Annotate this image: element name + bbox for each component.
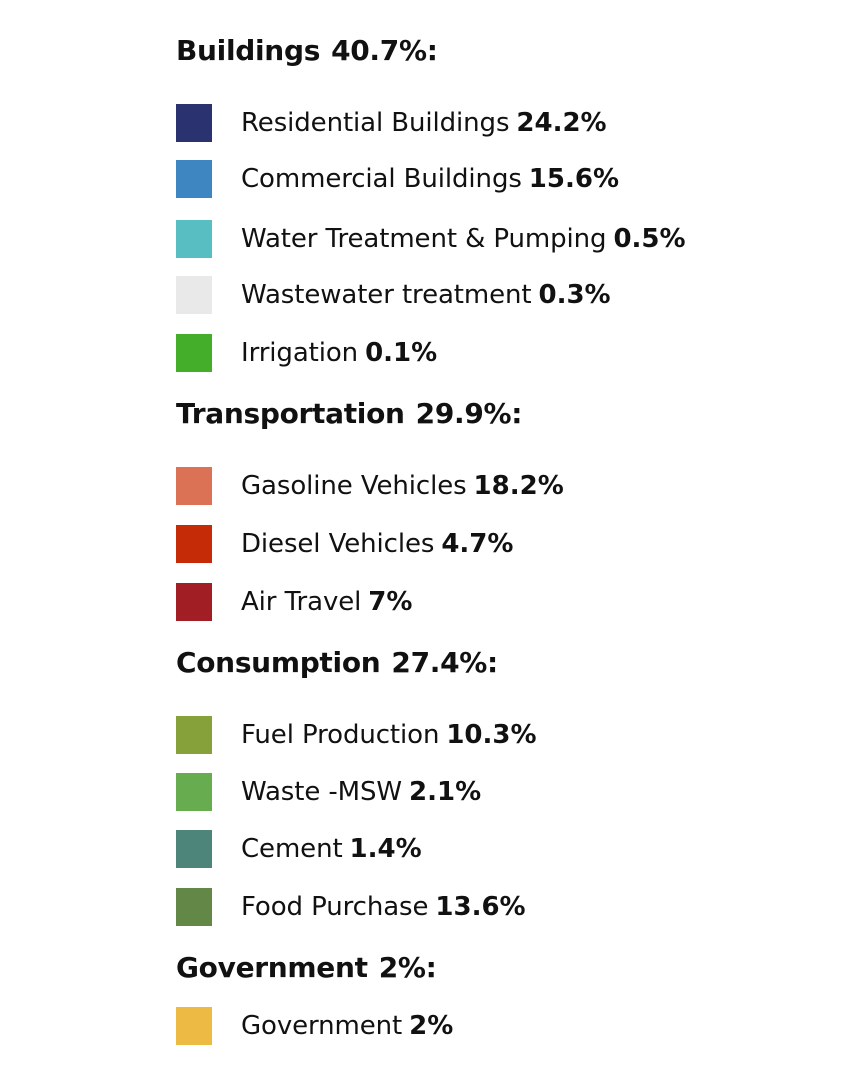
color-swatch bbox=[176, 220, 212, 258]
group-value: 29.9%: bbox=[415, 397, 523, 430]
item-value: 7% bbox=[368, 587, 413, 617]
item-label: Diesel Vehicles bbox=[241, 529, 435, 559]
item-value: 4.7% bbox=[441, 529, 514, 559]
legend-item-food-purchase: Food Purchase 13.6% bbox=[176, 887, 526, 927]
group-heading-buildings: Buildings 40.7%: bbox=[176, 34, 438, 68]
legend-item-fuel-production: Fuel Production 10.3% bbox=[176, 715, 537, 755]
item-value: 13.6% bbox=[435, 892, 526, 922]
item-value: 15.6% bbox=[528, 164, 619, 194]
item-value: 24.2% bbox=[516, 108, 607, 138]
color-swatch bbox=[176, 467, 212, 505]
group-value: 40.7%: bbox=[331, 34, 438, 67]
color-swatch bbox=[176, 334, 212, 372]
legend-item-air-travel: Air Travel 7% bbox=[176, 582, 412, 622]
item-label: Irrigation bbox=[241, 338, 359, 368]
item-label: Cement bbox=[241, 834, 343, 864]
item-label: Air Travel bbox=[241, 587, 362, 617]
legend-item-cement: Cement 1.4% bbox=[176, 829, 422, 869]
item-value: 0.1% bbox=[365, 338, 438, 368]
item-label: Gasoline Vehicles bbox=[241, 471, 467, 501]
color-swatch bbox=[176, 1007, 212, 1045]
group-heading-transportation: Transportation 29.9%: bbox=[176, 397, 523, 431]
item-label: Food Purchase bbox=[241, 892, 429, 922]
item-value: 1.4% bbox=[349, 834, 422, 864]
legend-item-commercial-buildings: Commercial Buildings 15.6% bbox=[176, 159, 619, 199]
item-value: 2% bbox=[409, 1011, 454, 1041]
legend-item-government: Government 2% bbox=[176, 1006, 453, 1046]
color-swatch bbox=[176, 160, 212, 198]
group-name: Buildings bbox=[176, 34, 321, 67]
item-label: Waste -MSW bbox=[241, 777, 403, 807]
item-value: 2.1% bbox=[409, 777, 482, 807]
color-swatch bbox=[176, 276, 212, 314]
group-heading-government: Government 2%: bbox=[176, 951, 437, 985]
legend-item-water-treatment-pumping: Water Treatment & Pumping 0.5% bbox=[176, 219, 686, 259]
group-heading-consumption: Consumption 27.4%: bbox=[176, 646, 498, 680]
item-label: Water Treatment & Pumping bbox=[241, 224, 607, 254]
legend-item-diesel-vehicles: Diesel Vehicles 4.7% bbox=[176, 524, 513, 564]
item-label: Residential Buildings bbox=[241, 108, 510, 138]
color-swatch bbox=[176, 583, 212, 621]
color-swatch bbox=[176, 716, 212, 754]
legend-item-wastewater-treatment: Wastewater treatment 0.3% bbox=[176, 275, 611, 315]
item-value: 0.5% bbox=[613, 224, 686, 254]
item-label: Commercial Buildings bbox=[241, 164, 522, 194]
group-name: Government bbox=[176, 951, 368, 984]
color-swatch bbox=[176, 773, 212, 811]
item-label: Fuel Production bbox=[241, 720, 440, 750]
group-value: 2%: bbox=[378, 951, 437, 984]
group-name: Transportation bbox=[176, 397, 405, 430]
color-swatch bbox=[176, 525, 212, 563]
color-swatch bbox=[176, 104, 212, 142]
item-value: 18.2% bbox=[473, 471, 564, 501]
color-swatch bbox=[176, 830, 212, 868]
legend-item-gasoline-vehicles: Gasoline Vehicles 18.2% bbox=[176, 466, 564, 506]
item-value: 10.3% bbox=[446, 720, 537, 750]
legend-item-residential-buildings: Residential Buildings 24.2% bbox=[176, 103, 607, 143]
item-value: 0.3% bbox=[538, 280, 611, 310]
legend-item-irrigation: Irrigation 0.1% bbox=[176, 333, 437, 373]
group-name: Consumption bbox=[176, 646, 381, 679]
item-label: Wastewater treatment bbox=[241, 280, 532, 310]
legend-item-waste-msw: Waste -MSW 2.1% bbox=[176, 772, 481, 812]
item-label: Government bbox=[241, 1011, 403, 1041]
group-value: 27.4%: bbox=[391, 646, 498, 679]
color-swatch bbox=[176, 888, 212, 926]
